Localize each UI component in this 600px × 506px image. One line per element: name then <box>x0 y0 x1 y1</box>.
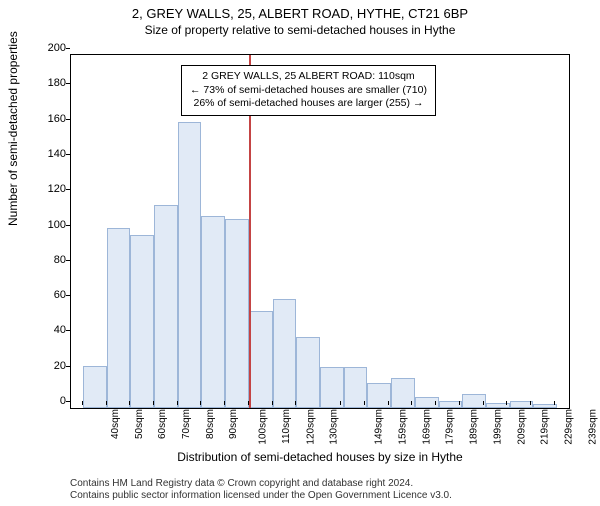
x-tick-label: 80sqm <box>205 409 216 439</box>
histogram-bar <box>130 235 154 408</box>
y-tick-mark <box>66 330 70 331</box>
chart-container: 2, GREY WALLS, 25, ALBERT ROAD, HYTHE, C… <box>0 6 600 506</box>
histogram-bar <box>83 366 107 408</box>
x-tick-mark <box>388 401 389 405</box>
x-tick-mark <box>224 401 225 405</box>
x-tick-mark <box>411 401 412 405</box>
x-tick-mark <box>554 401 555 405</box>
histogram-bar <box>154 205 178 408</box>
y-tick-mark <box>66 295 70 296</box>
histogram-bar <box>107 228 131 408</box>
y-tick-mark <box>66 189 70 190</box>
y-tick-label: 140 <box>36 148 66 160</box>
x-tick-mark <box>177 401 178 405</box>
y-tick-label: 200 <box>36 42 66 54</box>
y-tick-label: 160 <box>36 113 66 125</box>
x-tick-label: 40sqm <box>110 409 121 439</box>
y-tick-label: 40 <box>36 324 66 336</box>
x-tick-mark <box>364 401 365 405</box>
x-tick-label: 90sqm <box>228 409 239 439</box>
x-tick-label: 100sqm <box>258 409 269 445</box>
histogram-bar <box>533 404 557 408</box>
x-tick-mark <box>106 401 107 405</box>
y-axis-label: Number of semi-detached properties <box>6 31 20 226</box>
histogram-bar <box>249 311 273 408</box>
annotation-line-1: 2 GREY WALLS, 25 ALBERT ROAD: 110sqm <box>190 70 427 84</box>
x-tick-label: 159sqm <box>398 409 409 445</box>
x-tick-mark <box>248 401 249 405</box>
footer-text: Contains HM Land Registry data © Crown c… <box>70 478 452 502</box>
annotation-box: 2 GREY WALLS, 25 ALBERT ROAD: 110sqm ← 7… <box>181 65 436 116</box>
x-tick-label: 229sqm <box>564 409 575 445</box>
x-tick-mark <box>435 401 436 405</box>
y-tick-label: 20 <box>36 360 66 372</box>
histogram-bar <box>225 219 249 408</box>
x-tick-label: 70sqm <box>181 409 192 439</box>
y-tick-mark <box>66 401 70 402</box>
x-tick-label: 239sqm <box>587 409 598 445</box>
x-tick-label: 209sqm <box>516 409 527 445</box>
x-tick-mark <box>129 401 130 405</box>
histogram-bar <box>178 122 202 408</box>
plot-area: 2 GREY WALLS, 25 ALBERT ROAD: 110sqm ← 7… <box>70 54 570 409</box>
x-tick-label: 149sqm <box>374 409 385 445</box>
chart-title: 2, GREY WALLS, 25, ALBERT ROAD, HYTHE, C… <box>0 6 600 21</box>
x-tick-label: 219sqm <box>540 409 551 445</box>
x-tick-mark <box>459 401 460 405</box>
x-axis-label: Distribution of semi-detached houses by … <box>70 450 570 464</box>
x-tick-label: 130sqm <box>329 409 340 445</box>
x-tick-label: 179sqm <box>445 409 456 445</box>
footer-line-2: Contains public sector information licen… <box>70 490 452 502</box>
x-tick-mark <box>153 401 154 405</box>
y-tick-mark <box>66 225 70 226</box>
x-tick-mark <box>200 401 201 405</box>
annotation-line-2: ← 73% of semi-detached houses are smalle… <box>190 84 427 98</box>
x-tick-label: 60sqm <box>157 409 168 439</box>
x-tick-mark <box>483 401 484 405</box>
x-tick-label: 199sqm <box>492 409 503 445</box>
y-tick-mark <box>66 48 70 49</box>
y-tick-mark <box>66 154 70 155</box>
x-tick-mark <box>340 401 341 405</box>
histogram-bar <box>273 299 297 408</box>
x-tick-mark <box>82 401 83 405</box>
y-tick-label: 0 <box>36 395 66 407</box>
chart-subtitle: Size of property relative to semi-detach… <box>0 23 600 37</box>
y-tick-mark <box>66 83 70 84</box>
x-tick-label: 110sqm <box>281 409 292 444</box>
x-tick-mark <box>295 401 296 405</box>
annotation-line-3: 26% of semi-detached houses are larger (… <box>190 97 427 111</box>
x-tick-label: 169sqm <box>421 409 432 445</box>
histogram-bar <box>201 216 225 408</box>
y-tick-label: 120 <box>36 183 66 195</box>
x-tick-label: 120sqm <box>305 409 316 445</box>
y-tick-label: 100 <box>36 219 66 231</box>
x-tick-mark <box>530 401 531 405</box>
y-tick-label: 180 <box>36 77 66 89</box>
x-tick-label: 189sqm <box>469 409 480 445</box>
histogram-bar <box>296 337 320 408</box>
y-tick-mark <box>66 260 70 261</box>
y-tick-label: 80 <box>36 254 66 266</box>
y-tick-label: 60 <box>36 289 66 301</box>
y-tick-mark <box>66 366 70 367</box>
x-tick-mark <box>272 401 273 405</box>
footer-line-1: Contains HM Land Registry data © Crown c… <box>70 478 452 490</box>
x-tick-mark <box>506 401 507 405</box>
y-tick-mark <box>66 119 70 120</box>
x-tick-label: 50sqm <box>134 409 145 439</box>
